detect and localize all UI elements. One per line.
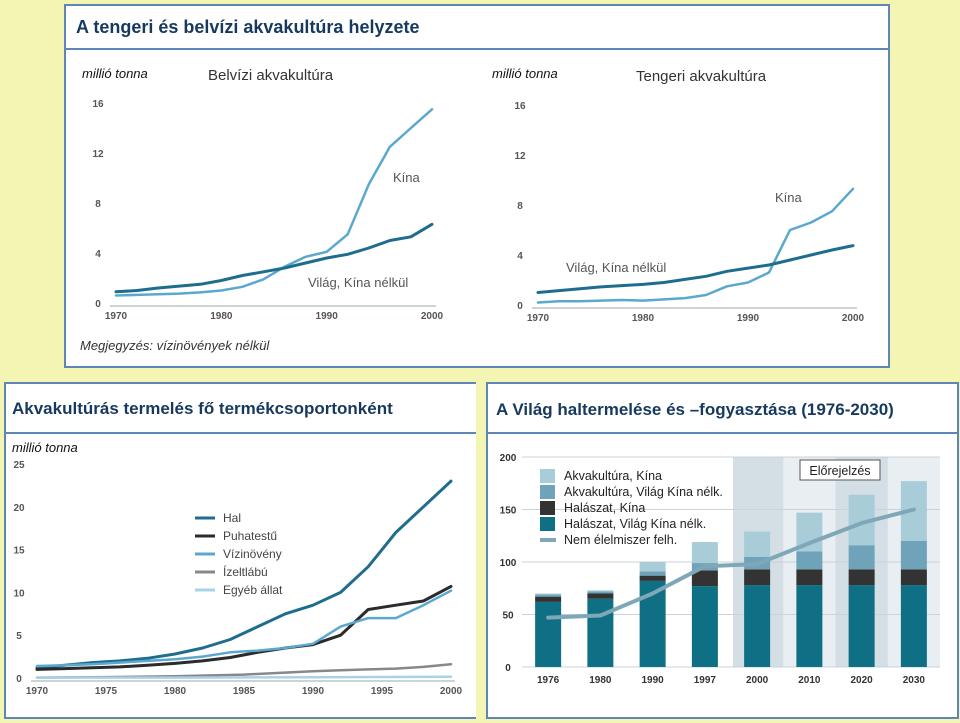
top-panel: A tengeri és belvízi akvakultúra helyzet… bbox=[64, 4, 890, 368]
inland-subtitle: Belvízi akvakultúra bbox=[208, 67, 334, 84]
top-header bbox=[66, 6, 888, 50]
groups-header bbox=[6, 384, 476, 434]
inland-unit: millió tonna bbox=[82, 66, 148, 81]
groups-title: Akvakultúrás termelés fő termékcsoporton… bbox=[12, 399, 393, 418]
fish-header bbox=[488, 384, 957, 434]
fish-title: A Világ haltermelése és –fogyasztása (19… bbox=[496, 400, 894, 419]
groups-unit: millió tonna bbox=[12, 440, 78, 455]
top-title: A tengeri és belvízi akvakultúra helyzet… bbox=[76, 17, 420, 37]
fish-panel: A Világ haltermelése és –fogyasztása (19… bbox=[486, 382, 959, 719]
top-note: Megjegyzés: vízinövények nélkül bbox=[80, 338, 270, 353]
marine-unit: millió tonna bbox=[492, 66, 558, 81]
groups-panel: Akvakultúrás termelés fő termékcsoporton… bbox=[4, 382, 476, 719]
marine-subtitle: Tengeri akvakultúra bbox=[636, 68, 767, 85]
